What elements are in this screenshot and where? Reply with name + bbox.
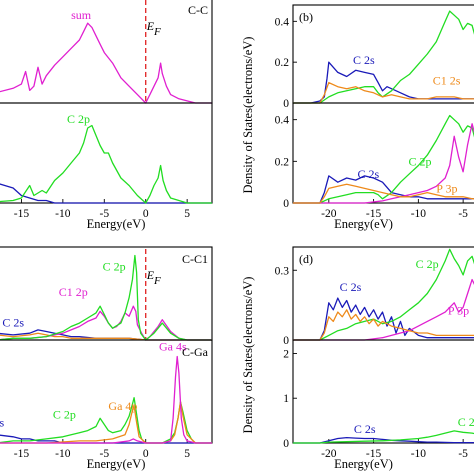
chart-d-bottom-series-c-2p: [293, 430, 474, 444]
chart-a-bottom-xtick-label: -5: [99, 208, 109, 220]
chart-a-bottom-xtick-label: -10: [55, 208, 71, 220]
chart-d-bottom-xtick-label: -20: [321, 448, 337, 460]
chart-d-bottom-series-c-2s: [293, 436, 474, 444]
chart-d-bottom-xtick-label: -15: [366, 448, 382, 460]
chart-d-bottom-series-label: C 2s: [354, 422, 376, 436]
chart-b-bottom-series-c-2s: [293, 175, 474, 204]
chart-c-bottom-xtick-label: -10: [55, 448, 71, 460]
panel-c-top: C 2p C1 2p C 2s C-C1 EF: [0, 246, 213, 341]
chart-c-bottom-xlabel: Energy(eV): [87, 457, 146, 471]
chart-a-bottom-series-label: C 2p: [67, 112, 90, 126]
chart-d-top-ytick-label: 0.3: [275, 265, 290, 277]
chart-c-bottom-series-label: C 2p: [53, 407, 76, 421]
chart-c-top-fermi-label: EF: [146, 268, 161, 287]
chart-c-top-series-c-2p: [0, 254, 212, 341]
chart-d-top-series-label: P 3p: [448, 303, 469, 317]
chart-d-bottom-series-label: C 2p: [458, 415, 474, 429]
chart-b-top-ytick-label: 0.4: [275, 16, 290, 28]
panel-a-top: sum C-C EF: [0, 0, 213, 104]
chart-a-top-series-sum: [0, 22, 212, 104]
chart-d-bottom-xtick-label: -10: [411, 448, 427, 460]
chart-b-top-ytick-label: 0.2: [275, 57, 290, 69]
chart-d-top-series-p-3p: [293, 278, 474, 341]
chart-d-bottom-xlabel: Energy(eV): [334, 457, 393, 471]
chart-c-bottom-series-label: C 2s: [0, 416, 4, 430]
chart-b-bottom-series-label: C 2s: [357, 167, 379, 181]
chart-a-top-fermi-label: EF: [146, 19, 161, 38]
chart-b-top-series-label: C 2s: [353, 53, 375, 67]
chart-b-bottom-series-label: P 3p: [436, 182, 457, 196]
chart-b-top-ytick-label: 0: [283, 98, 289, 110]
chart-c-bottom-series-c-2s: [0, 434, 212, 444]
panel-d-bottom: -20 -15 -10 -5 0 1 2 C 2s C 2p Energy(eV): [283, 339, 474, 471]
chart-c-bottom-series-label: Ga 4s: [159, 339, 187, 353]
chart-c-top-series-label: C 2s: [2, 315, 24, 329]
y-axis-label-lower: Density of States(electrons/eV): [241, 277, 255, 434]
chart-d-top-panel-label: (d): [299, 252, 313, 266]
chart-c-bottom-series-ga-4s: [0, 355, 212, 444]
chart-d-bottom-ytick-label: 2: [283, 348, 289, 360]
chart-c-top-series-label: C1 2p: [59, 285, 88, 299]
chart-b-top-panel-label: (b): [299, 10, 313, 24]
chart-b-top-series-label: C1 2s: [433, 74, 461, 88]
chart-b-bottom-xtick-label: -20: [321, 208, 337, 220]
panel-b-bottom: -20-15-10-500.20.4C 2sC 2pP 3pP 3pEnergy…: [275, 102, 474, 231]
chart-a-bottom-xtick-label: 0: [143, 208, 149, 220]
chart-b-bottom-frame: [292, 102, 474, 204]
chart-b-top-series-c1-2s: [293, 81, 474, 104]
y-axis-label-upper: Density of States(electrons/eV): [241, 37, 255, 194]
chart-b-bottom-series-p-3s: [293, 183, 474, 204]
chart-a-top-corner-label: C-C: [188, 3, 208, 17]
chart-d-bottom-frame: [292, 339, 474, 444]
chart-b-bottom-ytick-label: 0: [283, 198, 289, 210]
chart-b-bottom-ytick-label: 0.4: [275, 115, 290, 127]
chart-c-top-series-label: C 2p: [103, 260, 126, 274]
chart-b-top-series-c-2p: [293, 10, 474, 104]
chart-d-top-series-label: C 2p: [416, 257, 439, 271]
chart-a-top-series-label: sum: [71, 8, 92, 22]
chart-c-top-corner-label: C-C1: [182, 252, 208, 266]
chart-c-bottom-xtick-label: -5: [99, 448, 109, 460]
chart-d-bottom-ytick-label: 1: [283, 393, 289, 405]
chart-a-bottom-series-c-2p: [0, 124, 212, 204]
chart-b-bottom-ytick-label: 0.2: [275, 156, 290, 168]
chart-c-bottom-xtick-label: 0: [143, 448, 149, 460]
chart-b-bottom-series-c-2p: [293, 114, 474, 204]
chart-b-bottom-xtick-label: -15: [366, 208, 382, 220]
chart-b-top-series-c-2s: [293, 61, 474, 104]
panel-c-bottom: -15 -10 -5 0 5 Ga 4s Ga 4p C 2p C 2s C-Ga Energy(e…: [0, 339, 213, 471]
chart-b-bottom-xtick-label: -10: [411, 208, 427, 220]
chart-d-top-series-c-2p: [293, 248, 474, 341]
chart-d-top-series-p-3s: [293, 309, 474, 341]
chart-b-bottom-xtick-label: -5: [458, 208, 468, 220]
chart-c-bottom-series-ga-4p: [0, 401, 212, 444]
chart-a-bottom-xlabel: Energy(eV): [87, 217, 146, 231]
chart-b-top-frame: [292, 4, 474, 104]
chart-b-bottom-xlabel: Energy(eV): [334, 217, 393, 231]
chart-d-top-ytick-label: 0: [283, 335, 289, 347]
chart-c-bottom-series-label: Ga 4p: [108, 399, 137, 413]
chart-b-bottom-series-label: C 2p: [409, 155, 432, 169]
chart-c-bottom-xtick-label: -15: [14, 448, 30, 460]
chart-d-bottom-xtick-label: -5: [458, 448, 468, 460]
chart-b-bottom-series-p-3p: [293, 123, 474, 204]
chart-a-bottom-xtick-label: -15: [14, 208, 30, 220]
chart-d-top-frame: [292, 246, 474, 341]
panel-d-top: 0 0.3 C 2s C 2p P 3p (d): [275, 246, 474, 347]
chart-a-bottom-series-c-2s: [0, 183, 212, 204]
chart-d-top-series-c-2s: [293, 297, 474, 341]
chart-a-bottom-xtick-label: 5: [184, 208, 190, 220]
panel-b-top: 0 0.2 0.4 C 2s C1 2s (b): [275, 4, 474, 110]
chart-c-bottom-xtick-label: 5: [184, 448, 190, 460]
chart-c-bottom-corner-label: C-Ga: [182, 345, 209, 359]
chart-d-bottom-ytick-label: 0: [283, 438, 289, 450]
chart-d-top-series-label: C 2s: [340, 280, 362, 294]
